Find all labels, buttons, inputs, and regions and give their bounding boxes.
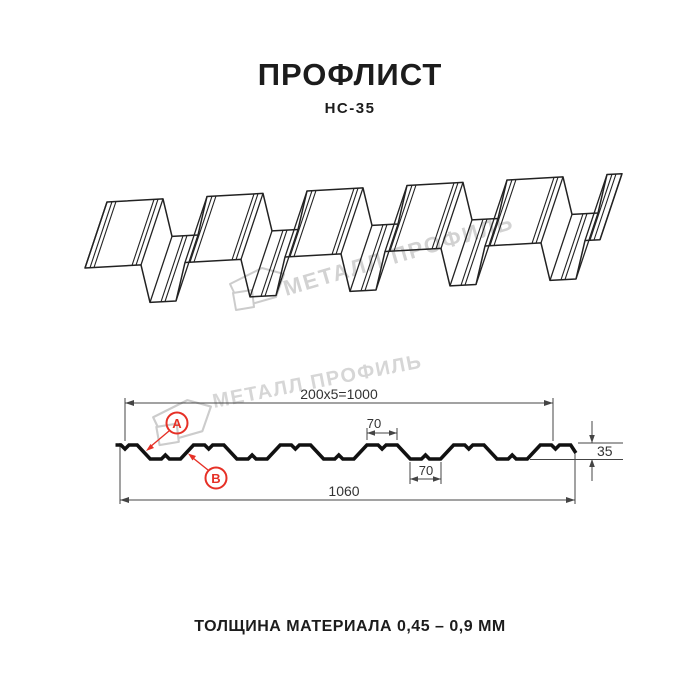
iso-sheet-drawing: МЕТАЛЛ ПРОФИЛЬ [84,172,623,311]
dimension-arrowheads [120,400,595,503]
iso-sheet-fill [85,173,622,303]
page-title: ПРОФЛИСТ [257,57,443,92]
iso-sheet-lines [84,172,623,304]
dim-working-width: 200x5=1000 [300,386,378,402]
watermark-brand-text: МЕТАЛЛ ПРОФИЛЬ [211,351,424,413]
thickness-note: ТОЛЩИНА МАТЕРИАЛА 0,45 – 0,9 ММ [194,618,506,635]
section-drawing: МЕТАЛЛ ПРОФИЛЬ [115,351,623,504]
callout-b: B [188,453,228,490]
watermark-section: МЕТАЛЛ ПРОФИЛЬ [152,351,424,447]
callout-a-letter: A [172,416,182,431]
profile-name: НС-35 [324,100,376,117]
profile-cross-section [115,443,578,461]
dim-rib-bottom: 70 [419,463,433,478]
callout-a: A [146,411,189,451]
dim-rib-top: 70 [367,416,381,431]
callout-b-letter: B [211,471,220,486]
dim-overall-width: 1060 [328,483,359,499]
metall-profil-logo-icon [152,399,212,447]
dim-profile-height: 35 [597,443,613,459]
dimension-lines [119,398,623,504]
